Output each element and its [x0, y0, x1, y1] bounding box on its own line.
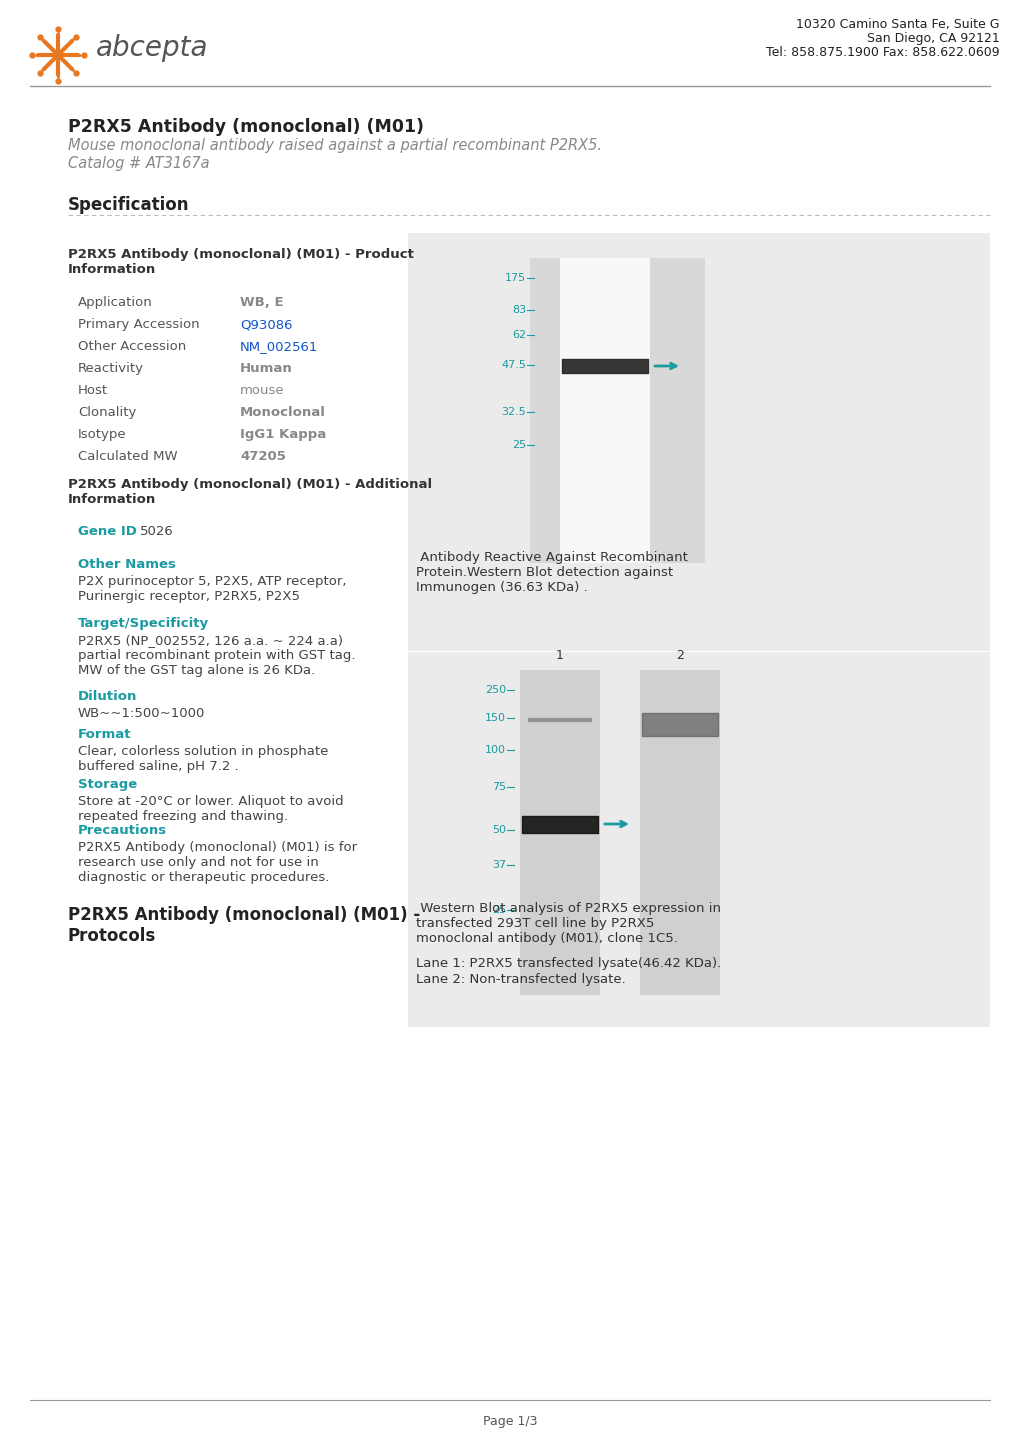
- Text: Primary Accession: Primary Accession: [77, 319, 200, 332]
- Text: Catalog # AT3167a: Catalog # AT3167a: [68, 156, 210, 172]
- Text: IgG1 Kappa: IgG1 Kappa: [239, 428, 326, 441]
- Bar: [480, 671, 785, 995]
- Text: 250: 250: [484, 685, 505, 695]
- Text: 25: 25: [491, 906, 505, 916]
- Text: Reactivity: Reactivity: [77, 362, 144, 375]
- Text: P2RX5 Antibody (monoclonal) (M01) -
Protocols: P2RX5 Antibody (monoclonal) (M01) - Prot…: [68, 906, 420, 945]
- Text: 175: 175: [504, 273, 526, 283]
- Text: Other Names: Other Names: [77, 558, 175, 571]
- Text: Calculated MW: Calculated MW: [77, 450, 177, 463]
- Text: 100: 100: [484, 746, 505, 756]
- Text: P2RX5 Antibody (monoclonal) (M01) is for
research use only and not for use in
di: P2RX5 Antibody (monoclonal) (M01) is for…: [77, 841, 357, 884]
- Text: Store at -20°C or lower. Aliquot to avoid
repeated freezing and thawing.: Store at -20°C or lower. Aliquot to avoi…: [77, 795, 343, 823]
- Bar: [408, 234, 989, 650]
- Text: Page 1/3: Page 1/3: [482, 1415, 537, 1428]
- Text: P2RX5 Antibody (monoclonal) (M01) - Additional
Information: P2RX5 Antibody (monoclonal) (M01) - Addi…: [68, 477, 432, 506]
- Text: 10320 Camino Santa Fe, Suite G: 10320 Camino Santa Fe, Suite G: [796, 17, 999, 30]
- Text: 5026: 5026: [140, 525, 173, 538]
- Text: Human: Human: [239, 362, 292, 375]
- Text: 75: 75: [491, 782, 505, 792]
- Text: 25: 25: [512, 440, 526, 450]
- Bar: [499, 248, 735, 572]
- Bar: [559, 258, 649, 562]
- Text: Clonality: Clonality: [77, 407, 137, 420]
- Text: 50: 50: [491, 825, 505, 835]
- Text: Q93086: Q93086: [239, 319, 292, 332]
- Text: 150: 150: [484, 712, 505, 722]
- Text: Precautions: Precautions: [77, 823, 167, 836]
- Text: 47205: 47205: [239, 450, 285, 463]
- Bar: [408, 652, 989, 1027]
- Text: 62: 62: [512, 330, 526, 340]
- Text: Western Blot analysis of P2RX5 expression in
transfected 293T cell line by P2RX5: Western Blot analysis of P2RX5 expressio…: [416, 903, 720, 945]
- Text: P2X purinoceptor 5, P2X5, ATP receptor,
Purinergic receptor, P2RX5, P2X5: P2X purinoceptor 5, P2X5, ATP receptor, …: [77, 575, 346, 603]
- Text: Dilution: Dilution: [77, 691, 138, 704]
- Text: Antibody Reactive Against Recombinant
Protein.Western Blot detection against
Imm: Antibody Reactive Against Recombinant Pr…: [416, 551, 687, 594]
- Text: mouse: mouse: [239, 384, 284, 397]
- Text: Lane 1: P2RX5 transfected lysate(46.42 KDa).: Lane 1: P2RX5 transfected lysate(46.42 K…: [416, 957, 720, 970]
- Text: Mouse monoclonal antibody raised against a partial recombinant P2RX5.: Mouse monoclonal antibody raised against…: [68, 138, 601, 153]
- Text: P2RX5 Antibody (monoclonal) (M01) - Product
Information: P2RX5 Antibody (monoclonal) (M01) - Prod…: [68, 248, 414, 275]
- Text: P2RX5 (NP_002552, 126 a.a. ~ 224 a.a)
partial recombinant protein with GST tag.
: P2RX5 (NP_002552, 126 a.a. ~ 224 a.a) pa…: [77, 634, 356, 676]
- Text: Target/Specificity: Target/Specificity: [77, 617, 209, 630]
- Text: Host: Host: [77, 384, 108, 397]
- Text: Monoclonal: Monoclonal: [239, 407, 325, 420]
- Text: Other Accession: Other Accession: [77, 340, 186, 353]
- Text: P2RX5 Antibody (monoclonal) (M01): P2RX5 Antibody (monoclonal) (M01): [68, 118, 424, 136]
- Text: WB~~1:500~1000: WB~~1:500~1000: [77, 707, 205, 720]
- Text: Clear, colorless solution in phosphate
buffered saline, pH 7.2 .: Clear, colorless solution in phosphate b…: [77, 746, 328, 773]
- Bar: [530, 258, 704, 562]
- Text: Lane 2: Non-transfected lysate.: Lane 2: Non-transfected lysate.: [416, 973, 625, 986]
- Text: 83: 83: [512, 306, 526, 314]
- Text: Storage: Storage: [77, 779, 138, 792]
- Text: abcepta: abcepta: [96, 35, 208, 62]
- Text: 32.5: 32.5: [500, 407, 526, 417]
- Text: 37: 37: [491, 859, 505, 870]
- Text: NM_002561: NM_002561: [239, 340, 318, 353]
- Bar: [520, 671, 599, 995]
- Text: Format: Format: [77, 728, 131, 741]
- Text: San Diego, CA 92121: San Diego, CA 92121: [866, 32, 999, 45]
- Text: WB, E: WB, E: [239, 296, 283, 309]
- Text: 47.5: 47.5: [500, 360, 526, 371]
- Text: Isotype: Isotype: [77, 428, 126, 441]
- Text: Application: Application: [77, 296, 153, 309]
- Text: Specification: Specification: [68, 196, 190, 213]
- Text: 2: 2: [676, 649, 684, 662]
- Text: 1: 1: [555, 649, 564, 662]
- Bar: [639, 671, 719, 995]
- Text: Gene ID: Gene ID: [77, 525, 137, 538]
- Text: Tel: 858.875.1900 Fax: 858.622.0609: Tel: 858.875.1900 Fax: 858.622.0609: [765, 46, 999, 59]
